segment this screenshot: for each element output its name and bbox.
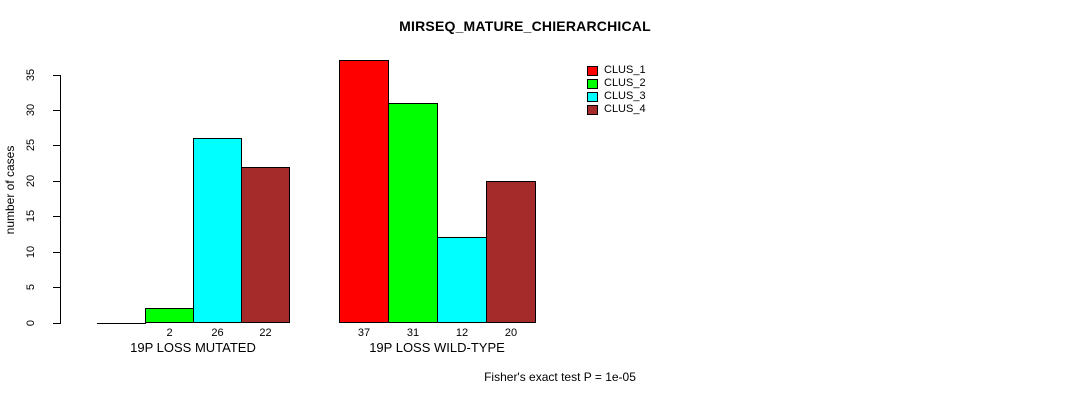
bar-value-label: 12: [455, 327, 469, 339]
bar-value-label: 26: [211, 327, 224, 339]
y-axis-tick-label: 0: [24, 319, 37, 326]
legend-label-clus_2: CLUS_2: [604, 77, 646, 89]
legend-item-clus_3: CLUS_3: [587, 90, 646, 103]
y-axis-line: [59, 74, 61, 324]
stat-test-annotation: Fisher's exact test P = 1e-05: [484, 370, 636, 384]
bar-clus_1-group1-zero: [97, 322, 146, 324]
y-axis-tick-label: 30: [24, 103, 37, 117]
legend-swatch-clus_1: [587, 65, 598, 76]
bar-clus_2-group2: [388, 102, 438, 324]
y-axis-tick: [52, 216, 60, 218]
legend-label-clus_3: CLUS_3: [604, 90, 646, 102]
y-axis-tick: [52, 109, 60, 111]
bar-value-label: 31: [406, 327, 420, 339]
y-axis-tick: [52, 287, 60, 289]
y-axis-tick: [52, 322, 60, 324]
x-group-label-2: 19P LOSS WILD-TYPE: [369, 340, 505, 355]
x-group-label-1: 19P LOSS MUTATED: [130, 340, 256, 355]
chart-title: MIRSEQ_MATURE_CHIERARCHICAL: [399, 18, 651, 34]
y-axis-tick-label: 35: [24, 68, 37, 81]
y-axis-tick-label: 5: [24, 284, 37, 291]
bar-value-label: 37: [357, 327, 371, 339]
bar-clus_2-group1: [145, 308, 194, 324]
legend: CLUS_1 CLUS_2 CLUS_3 CLUS_4: [587, 64, 697, 120]
y-axis-tick-label: 15: [24, 210, 37, 223]
y-axis-tick-label: 20: [24, 174, 37, 187]
legend-swatch-clus_3: [587, 91, 598, 102]
bar-clus_3-group2: [437, 237, 487, 324]
legend-swatch-clus_2: [587, 78, 598, 89]
bar-clus_4-group2: [486, 180, 536, 324]
y-axis-tick: [52, 251, 60, 253]
bar-value-label: 22: [259, 327, 272, 339]
y-axis-tick: [52, 74, 60, 76]
y-axis-tick-label: 10: [24, 245, 37, 258]
bar-value-label: 2: [166, 327, 173, 339]
bar-value-label: 20: [504, 327, 518, 339]
legend-label-clus_1: CLUS_1: [604, 64, 646, 76]
bar-clus_3-group1: [193, 138, 242, 324]
bar-clus_1-group2: [339, 60, 389, 324]
legend-label-clus_4: CLUS_4: [604, 103, 646, 115]
y-axis-tick-label: 25: [24, 139, 37, 152]
legend-item-clus_4: CLUS_4: [587, 103, 646, 116]
bar-clus_4-group1: [241, 166, 290, 324]
y-axis-tick: [52, 180, 60, 182]
legend-item-clus_1: CLUS_1: [587, 64, 646, 77]
legend-swatch-clus_4: [587, 104, 598, 115]
y-axis-tick: [52, 145, 60, 147]
legend-item-clus_2: CLUS_2: [587, 77, 646, 90]
